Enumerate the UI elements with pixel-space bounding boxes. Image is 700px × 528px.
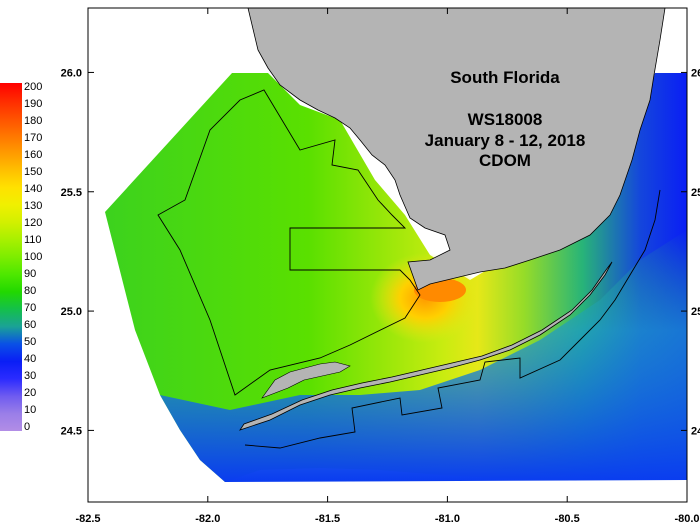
title-line: South Florida [450,68,560,87]
x-tick-label: -81.0 [435,513,460,525]
x-axis-ticks: -82.5 -82.0 -81.5 -81.0 -80.5 -80.0 [75,8,700,525]
y-tick-label: 25.5 [61,187,82,199]
colorbar-label: 200 [24,81,42,93]
y-tick-label: 26.0 [61,67,82,79]
y-tick-label: 25.0 [61,306,82,318]
colorbar-label: 140 [24,183,42,195]
colorbar-label: 30 [24,370,36,382]
colorbar-label: 90 [24,268,36,280]
x-tick-label: -80.0 [674,513,699,525]
map-title: South Florida WS18008 January 8 - 12, 2018… [425,68,586,170]
y-tick-label-right: 26.0 [691,67,700,79]
cdom-south-band [160,230,687,482]
colorbar-label: 70 [24,302,36,314]
title-line: January 8 - 12, 2018 [425,131,586,150]
colorbar-label: 10 [24,404,36,416]
colorbar-label: 60 [24,319,36,331]
colorbar-label: 40 [24,353,36,365]
y-tick-label-right: 24.5 [691,425,700,437]
map-area [105,8,687,482]
x-tick-label: -81.5 [315,513,340,525]
island-cluster [261,361,351,399]
map-frame [87,7,688,503]
colorbar-labels: 2001901801701601501401301201101009080706… [24,81,42,433]
x-tick-label: -82.5 [75,513,100,525]
colorbar-label: 150 [24,166,42,178]
colorbar-label: 80 [24,285,36,297]
colorbar-label: 0 [24,421,30,433]
florida-keys [239,261,613,431]
colorbar-label: 100 [24,251,42,263]
colorbar-bar [0,83,22,431]
x-tick-label: -82.0 [195,513,220,525]
x-tick-label: -80.5 [555,513,580,525]
y-tick-label-right: 25.0 [691,306,700,318]
colorbar-label: 130 [24,200,42,212]
y-axis-ticks: 26.0 26.0 25.5 25.5 25.0 25.0 24.5 24.5 [61,67,700,437]
y-tick-label: 24.5 [61,425,82,437]
title-line: WS18008 [468,110,543,129]
florida-land [247,8,666,291]
colorbar-label: 120 [24,217,42,229]
colorbar-label: 50 [24,336,36,348]
colorbar-label: 170 [24,132,42,144]
sanctuary-boundary [157,89,421,396]
title-line: CDOM [479,151,531,170]
y-tick-label-right: 25.5 [691,187,700,199]
colorbar-label: 110 [24,234,42,246]
colorbar-label: 160 [24,149,42,161]
colorbar-label: 20 [24,387,36,399]
colorbar-label: 180 [24,115,42,127]
colorbar-label: 190 [24,98,42,110]
keys-boundary [244,189,661,449]
colorbar: 2001901801701601501401301201101009080706… [0,81,42,433]
